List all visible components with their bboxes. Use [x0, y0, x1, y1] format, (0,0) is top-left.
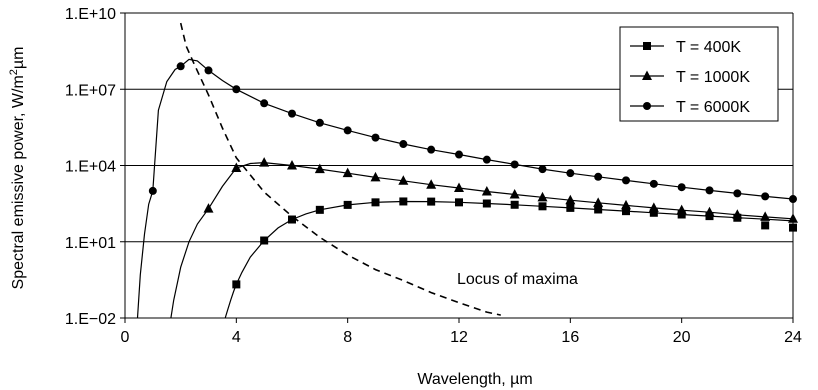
tick-labels: 0 4 8 12 16 20 24 1.E−02 1.E+01 1.E+04 1.E+07 1.E+1… [65, 6, 802, 346]
data-point-400k [649, 208, 658, 217]
data-point-400k [260, 236, 269, 245]
data-point-6000k [176, 62, 185, 71]
data-point-1000k [231, 162, 242, 172]
data-point-6000k [677, 183, 686, 192]
data-point-400k [315, 205, 324, 214]
data-point-400k [594, 205, 603, 214]
data-point-6000k [260, 99, 269, 108]
data-point-6000k [705, 186, 714, 195]
y-tick-label: 1.E+10 [65, 6, 116, 23]
data-point-400k [761, 221, 770, 230]
data-point-6000k [566, 169, 575, 178]
data-point-400k [232, 280, 241, 289]
data-point-6000k [594, 172, 603, 181]
data-point-400k [538, 202, 547, 211]
data-point-1000k [732, 209, 743, 219]
data-point-400k [343, 200, 352, 209]
locus-line [179, 22, 501, 316]
data-point-6000k [288, 109, 296, 118]
series-line-1000k [170, 161, 793, 318]
data-point-1000k [454, 182, 464, 193]
data-point-6000k [510, 160, 519, 169]
y-tick-label: 1.E+07 [65, 82, 116, 99]
data-point-6000k [315, 118, 324, 127]
data-point-400k [510, 200, 519, 209]
data-point-6000k [399, 140, 408, 149]
series-line-6000k [136, 58, 793, 318]
data-point-400k [399, 197, 408, 206]
legend-label-400k: T = 400K [676, 39, 741, 56]
data-point-6000k [148, 186, 157, 195]
data-point-1000k [481, 185, 492, 196]
x-axis-label: Wavelength, µm [417, 371, 532, 388]
data-point-1000k [370, 171, 381, 182]
legend-label-6000k: T = 6000K [676, 99, 750, 116]
legend-marker-6000k [643, 102, 651, 110]
y-axis-label: Spectral emissive power, W/m2µm [8, 47, 27, 290]
y-axis-label-sup: 2 [8, 69, 20, 75]
data-point-400k [566, 203, 575, 212]
y-tick-label: 1.E+01 [65, 235, 116, 252]
data-point-1000k [565, 194, 576, 205]
data-point-400k [371, 198, 380, 207]
data-point-6000k [455, 150, 463, 159]
series-1000k [170, 157, 798, 318]
data-point-6000k [649, 179, 658, 188]
y-axis-label-main: Spectral emissive power, W/m [10, 75, 27, 289]
data-point-6000k [761, 192, 770, 201]
data-point-6000k [232, 85, 241, 94]
data-point-1000k [621, 199, 631, 210]
legend-label-1000k: T = 1000K [676, 69, 750, 86]
data-point-400k [288, 215, 296, 224]
data-point-1000k [287, 160, 297, 170]
data-point-6000k [622, 176, 630, 185]
data-point-1000k [259, 157, 270, 167]
data-point-1000k [203, 203, 214, 213]
locus-label: Locus of maxima [457, 271, 578, 288]
data-point-6000k [371, 133, 380, 142]
y-tick-label: 1.E+04 [65, 159, 116, 176]
x-tick-label: 16 [561, 329, 579, 346]
data-point-1000k [314, 163, 325, 174]
data-point-400k [427, 197, 436, 206]
x-tick-label: 20 [673, 329, 691, 346]
data-point-400k [482, 199, 491, 208]
data-point-6000k [343, 126, 352, 135]
x-tick-label: 24 [784, 329, 802, 346]
data-point-400k [622, 207, 630, 216]
locus-of-maxima-curve [179, 22, 501, 316]
x-tick-label: 8 [343, 329, 352, 346]
x-tick-label: 12 [450, 329, 468, 346]
data-point-1000k [648, 202, 659, 212]
data-point-1000k [509, 189, 520, 199]
data-point-1000k [426, 179, 437, 189]
data-point-6000k [204, 66, 213, 75]
data-point-6000k [733, 189, 742, 198]
x-tick-label: 0 [121, 329, 130, 346]
y-axis-label-tail: µm [10, 47, 27, 70]
y-tick-label: 1.E−02 [65, 311, 116, 328]
legend-marker-400k [643, 42, 651, 50]
data-point-400k [677, 210, 686, 219]
data-point-1000k [593, 197, 604, 207]
data-point-400k [455, 198, 463, 207]
data-point-1000k [676, 204, 687, 215]
data-point-6000k [538, 165, 547, 174]
legend: T = 400K T = 1000K T = 6000K [619, 26, 779, 122]
data-point-6000k [482, 155, 491, 164]
x-tick-label: 4 [232, 329, 241, 346]
data-point-1000k [537, 191, 548, 202]
data-point-1000k [342, 167, 353, 178]
legend-marker-1000k [642, 70, 652, 80]
data-point-1000k [398, 175, 409, 185]
data-point-1000k [760, 211, 771, 221]
data-point-1000k [704, 206, 715, 217]
data-point-6000k [427, 145, 436, 154]
